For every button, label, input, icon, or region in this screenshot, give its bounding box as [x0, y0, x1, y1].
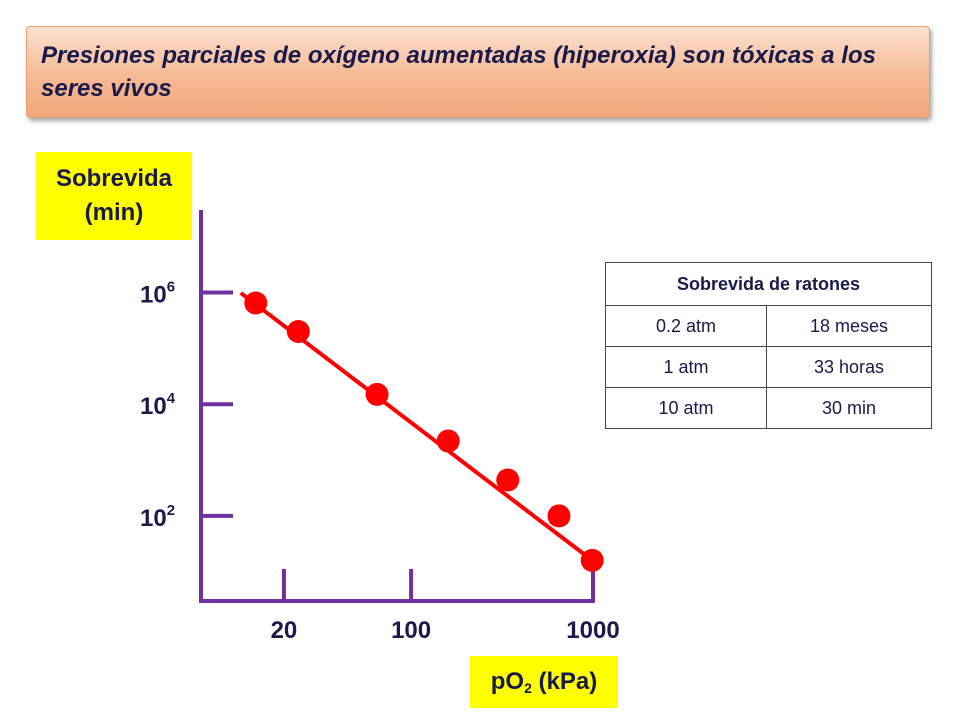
y-axis-label-line-1: Sobrevida	[55, 165, 173, 192]
table-cell-survival: 33 horas	[766, 346, 932, 388]
data-point	[436, 429, 460, 453]
table-cell-survival: 30 min	[766, 387, 932, 429]
x-axis-label-base: pO	[490, 668, 525, 695]
table-cell-pressure: 0.2 atm	[605, 305, 767, 347]
table-row: 1 atm 33 horas	[605, 346, 932, 388]
table-row: 10 atm 30 min	[605, 387, 932, 429]
x-tick-label: 1000	[566, 617, 619, 644]
slide-title: Presiones parciales de oxígeno aumentada…	[41, 42, 876, 102]
data-point	[286, 320, 310, 344]
x-tick-label: 100	[391, 617, 431, 644]
table-header: Sobrevida de ratones	[605, 262, 932, 306]
table-cell-survival: 18 meses	[766, 305, 932, 347]
mice-survival-table: Sobrevida de ratones 0.2 atm 18 meses 1 …	[605, 262, 932, 429]
table-cell-pressure: 1 atm	[605, 346, 767, 388]
x-axis-label-rest: (kPa)	[531, 668, 598, 695]
table-row: 0.2 atm 18 meses	[605, 305, 932, 347]
title-banner: Presiones parciales de oxígeno aumentada…	[26, 26, 930, 118]
data-point	[547, 504, 571, 528]
data-point	[244, 291, 268, 315]
x-axis-label: pO2 (kPa)	[470, 656, 618, 708]
y-tick-label: 106	[140, 279, 175, 309]
y-axis-label: Sobrevida (min)	[36, 152, 192, 240]
table-cell-pressure: 10 atm	[605, 387, 767, 429]
y-tick-label: 104	[140, 390, 176, 420]
y-tick-label: 102	[140, 502, 175, 532]
data-point	[496, 468, 520, 492]
x-tick-label: 20	[271, 617, 298, 644]
data-point	[580, 548, 604, 572]
data-point	[365, 382, 389, 406]
x-axis-label-subscript: 2	[524, 680, 532, 696]
y-axis-label-line-2: (min)	[84, 199, 144, 226]
